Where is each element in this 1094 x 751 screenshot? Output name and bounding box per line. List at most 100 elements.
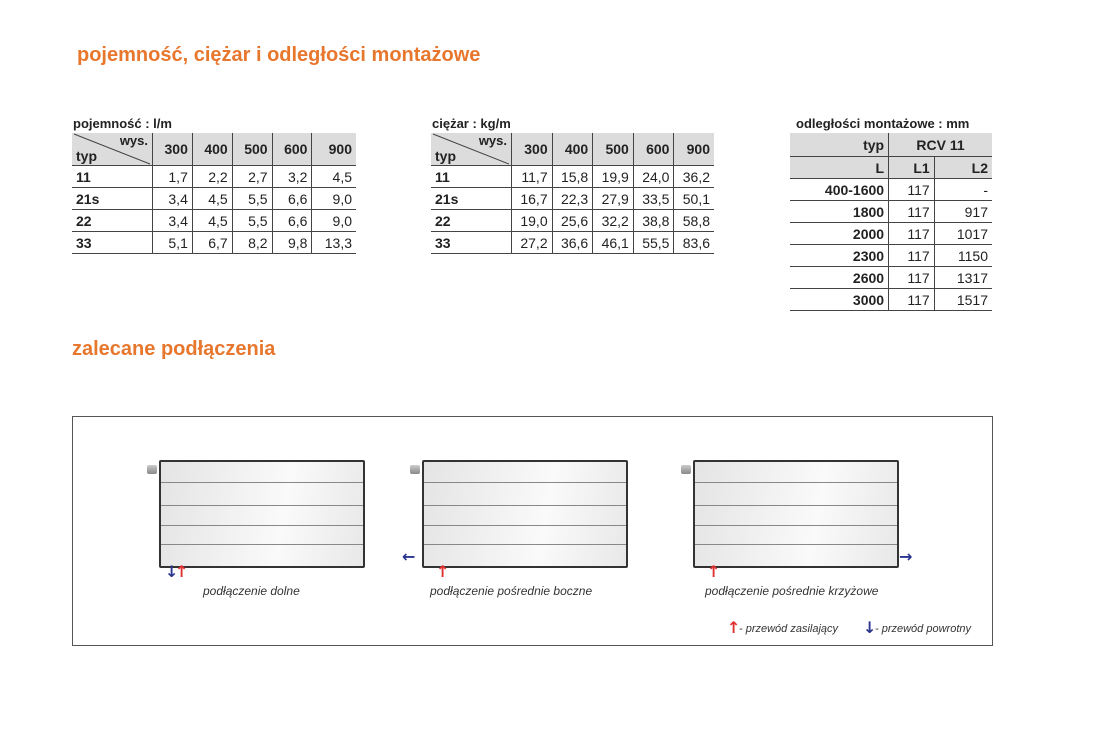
table-cell: 36,2 [673,165,714,188]
legend-supply: - przewód zasilający [739,623,839,635]
legend-return-icon: ↓ [863,618,877,637]
corner-header: wys. typ [431,133,512,166]
table-cell: 83,6 [673,231,714,254]
table-cell: 400-1600 [790,178,889,201]
connections-diagram: podłączenie dolne ↓ ↑ podłączenie pośrednie… [72,416,993,646]
table-cell: 8,2 [231,231,273,254]
table-cell: 36,6 [551,231,593,254]
table-cell: - [933,178,992,201]
capacity-label: pojemność : l/m [73,116,172,131]
table-cell: 2000 [790,222,889,245]
table-cell: 5,5 [231,187,273,210]
L2-header: L2 [933,156,992,179]
table-cell: 2,2 [191,165,233,188]
connection-caption: podłączenie pośrednie krzyżowe [705,584,879,598]
table-cell: 1800 [790,200,889,223]
table-cell: 117 [888,222,935,245]
table-cell: 1517 [933,288,992,311]
table-cell: 4,5 [311,165,356,188]
col-header: 500 [592,133,634,166]
table-cell: 6,7 [191,231,233,254]
table-cell: 117 [888,266,935,289]
table-cell: 33 [431,231,512,254]
table-cell: 21s [431,187,512,210]
table-cell: 2,7 [231,165,273,188]
table-cell: 3,2 [271,165,312,188]
table-cell: 25,6 [551,209,593,232]
table-cell: 917 [933,200,992,223]
table-row: 3000 117 1517 [790,288,992,311]
table-row: 33 5,1 6,7 8,2 9,8 13,3 [72,231,356,254]
table-cell: 117 [888,200,935,223]
table-cell: 22 [431,209,512,232]
L-header: L [790,156,889,179]
valve-icon [147,465,157,474]
height-label: wys. [119,133,148,148]
table-cell: 19,9 [592,165,634,188]
valve-icon [681,465,691,474]
table-row: 11 11,7 15,8 19,9 24,0 36,2 [431,165,714,188]
table-cell: 46,1 [592,231,634,254]
table-cell: 32,2 [592,209,634,232]
table-cell: 27,9 [592,187,634,210]
distances-table: typ RCV 11 L L1 L2 400-1600 117-1800 117 917 20… [790,133,992,311]
table-cell: 21s [72,187,153,210]
type-label: typ [76,148,97,164]
table-cell: 4,5 [191,187,233,210]
table-row: 1800 117 917 [790,200,992,223]
connection-caption: podłączenie dolne [203,584,300,598]
table-cell: 27,2 [511,231,553,254]
table-cell: 50,1 [673,187,714,210]
table-cell: 2300 [790,244,889,267]
col-header: 400 [191,133,233,166]
table-cell: 5,1 [152,231,193,254]
table-cell: 9,8 [271,231,312,254]
valve-icon [410,465,420,474]
typ-header: typ [790,133,889,157]
table-cell: 1,7 [152,165,193,188]
table-row: 2600 117 1317 [790,266,992,289]
col-header: 900 [311,133,356,166]
col-header: 500 [231,133,273,166]
col-header: 600 [632,133,674,166]
table-cell: 22 [72,209,153,232]
legend-return: - przewód powrotny [875,623,971,635]
table-cell: 117 [888,178,935,201]
table-cell: 9,0 [311,187,356,210]
table-cell: 3000 [790,288,889,311]
table-cell: 22,3 [551,187,593,210]
table-row: 2000 117 1017 [790,222,992,245]
table-cell: 38,8 [632,209,674,232]
connection-caption: podłączenie pośrednie boczne [430,584,593,598]
col-header: 400 [551,133,593,166]
table-cell: 11 [72,165,153,188]
height-label: wys. [478,133,507,148]
table-cell: 33,5 [632,187,674,210]
legend-supply-icon: ↑ [727,618,741,637]
model-header: RCV 11 [888,133,992,157]
table-cell: 117 [888,288,935,311]
distances-label: odległości montażowe : mm [796,116,970,131]
radiator-illustration [693,460,899,568]
return-arrow-icon: ← [402,547,416,566]
table-row: 22 3,4 4,5 5,5 6,6 9,0 [72,209,356,232]
table-row: 21s 16,7 22,3 27,9 33,5 50,1 [431,187,714,210]
col-header: 900 [673,133,714,166]
col-header: 300 [152,133,193,166]
table-cell: 1150 [933,244,992,267]
table-cell: 9,0 [311,209,356,232]
capacity-table: wys. typ 300 400 500 600 900 11 1,7 2,2 2,7 3,2 4,5 2… [72,133,356,254]
corner-header: wys. typ [72,133,153,166]
col-header: 300 [511,133,553,166]
table-row: 33 27,2 36,6 46,1 55,5 83,6 [431,231,714,254]
type-label: typ [435,148,456,164]
supply-arrow-icon: ↑ [436,562,450,581]
table-cell: 1017 [933,222,992,245]
table-row: 400-1600 117- [790,178,992,201]
table-cell: 55,5 [632,231,674,254]
table-cell: 117 [888,244,935,267]
return-arrow-icon: → [899,547,913,566]
table-row: 21s 3,4 4,5 5,5 6,6 9,0 [72,187,356,210]
table-row: 2300 117 1150 [790,244,992,267]
supply-arrow-icon: ↑ [175,562,189,581]
